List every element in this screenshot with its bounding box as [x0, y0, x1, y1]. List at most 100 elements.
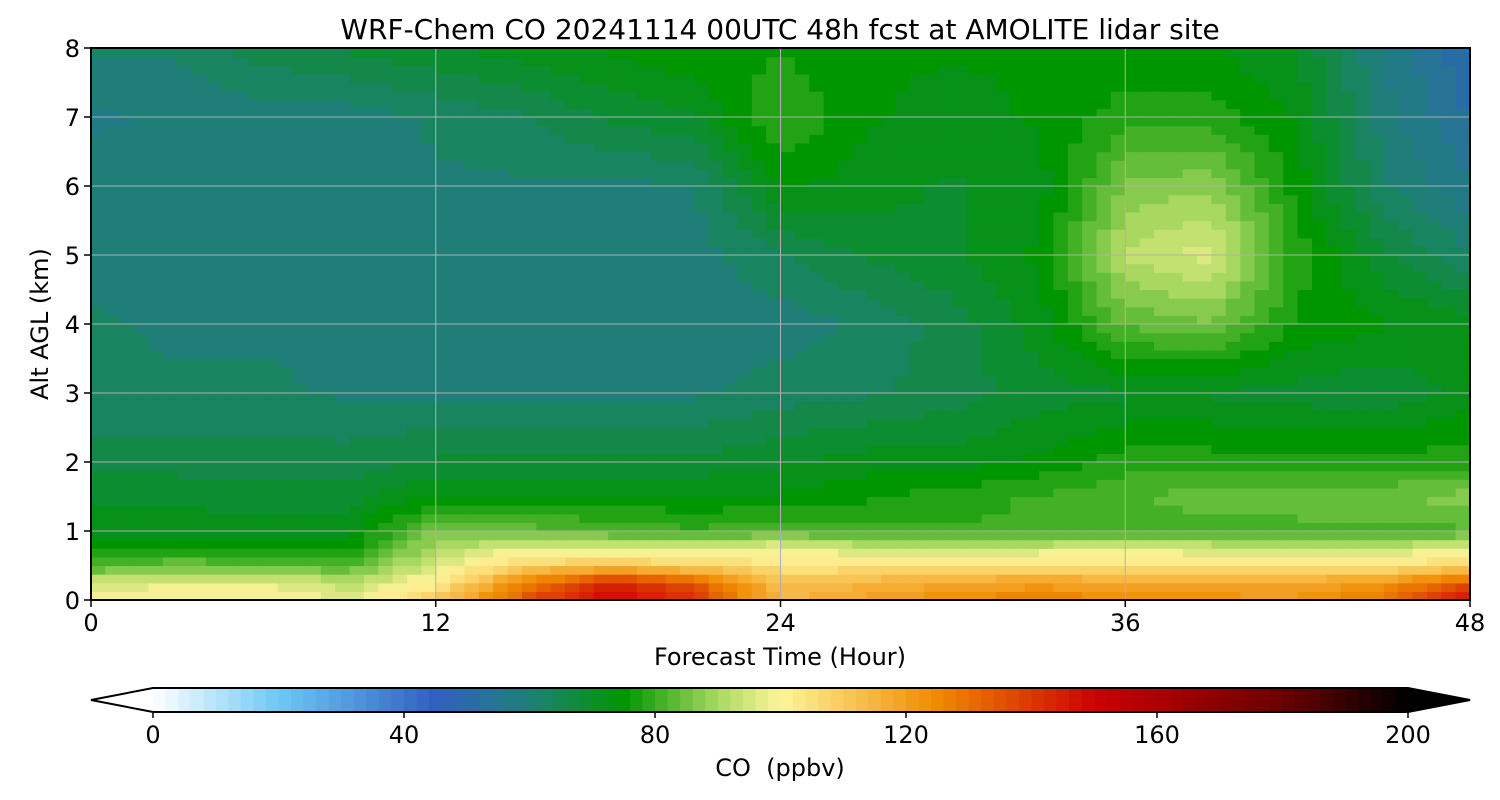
heatmap-cell [1383, 513, 1399, 523]
heatmap-cell [1369, 237, 1385, 247]
heatmap-cell [924, 487, 940, 498]
heatmap-cell [565, 358, 580, 368]
heatmap-cell [1297, 513, 1313, 523]
heatmap-cell [148, 229, 164, 239]
heatmap-cell [924, 462, 940, 472]
heatmap-cell [249, 298, 264, 308]
heatmap-cell [306, 160, 322, 170]
heatmap-cell [105, 151, 121, 161]
heatmap-cell [809, 186, 825, 196]
heatmap-cell [1254, 306, 1270, 316]
heatmap-cell [550, 298, 566, 308]
heatmap-cell [1398, 591, 1414, 600]
heatmap-cell [536, 496, 552, 506]
heatmap-cell [794, 418, 810, 429]
heatmap-cell [205, 306, 221, 316]
heatmap-cell [349, 401, 365, 411]
heatmap-cell [1398, 211, 1414, 222]
heatmap-cell [148, 462, 164, 472]
heatmap-cell [636, 298, 652, 308]
heatmap-cell [579, 229, 595, 239]
heatmap-cell [493, 453, 509, 463]
heatmap-cell [809, 211, 825, 222]
heatmap-cell [694, 280, 710, 291]
heatmap-cell [723, 479, 738, 489]
heatmap-cell [1355, 539, 1371, 549]
heatmap-cell [464, 246, 480, 256]
heatmap-cell [1426, 255, 1442, 265]
heatmap-cell [1153, 487, 1169, 498]
heatmap-cell [249, 220, 264, 230]
heatmap-cell [1010, 470, 1026, 480]
heatmap-cell [1139, 332, 1155, 342]
heatmap-cell [1268, 211, 1284, 222]
heatmap-cell [1211, 349, 1227, 360]
heatmap-cell [593, 332, 609, 342]
heatmap-cell [234, 332, 250, 342]
heatmap-cell [1225, 194, 1241, 204]
heatmap-cell [1082, 246, 1098, 256]
heatmap-cell [766, 582, 782, 592]
heatmap-cell [751, 375, 767, 385]
heatmap-cell [1211, 384, 1227, 394]
heatmap-cell [1211, 418, 1227, 429]
heatmap-cell [277, 263, 293, 273]
heatmap-cell [751, 211, 767, 222]
heatmap-cell [694, 341, 710, 351]
heatmap-cell [335, 177, 351, 187]
heatmap-cell [967, 444, 983, 454]
heatmap-cell [363, 358, 379, 368]
heatmap-cell [1297, 211, 1313, 222]
heatmap-cell [320, 306, 336, 316]
heatmap-cell [608, 565, 624, 575]
heatmap-cell [1426, 367, 1442, 377]
heatmap-cell [723, 280, 738, 291]
heatmap-cell [1441, 513, 1457, 523]
heatmap-cell [737, 410, 753, 420]
heatmap-cell [593, 522, 609, 532]
heatmap-cell [1110, 160, 1126, 170]
heatmap-cell [1326, 306, 1342, 316]
heatmap-cell [1383, 255, 1399, 265]
heatmap-cell [1254, 272, 1270, 282]
heatmap-cell [478, 160, 494, 170]
heatmap-cell [205, 393, 221, 403]
heatmap-cell [205, 487, 221, 498]
heatmap-cell [407, 591, 422, 600]
heatmap-cell [435, 470, 451, 480]
heatmap-cell [1067, 574, 1083, 584]
heatmap-cell [909, 401, 925, 411]
heatmap-cell [1369, 513, 1385, 523]
heatmap-cell [924, 539, 940, 549]
heatmap-cell [909, 410, 925, 420]
heatmap-cell [177, 358, 193, 368]
heatmap-cell [1053, 332, 1069, 342]
heatmap-cell [450, 531, 466, 541]
heatmap-cell [679, 246, 695, 256]
heatmap-cell [435, 177, 451, 187]
heatmap-cell [1024, 393, 1040, 403]
heatmap-cell [981, 160, 997, 170]
heatmap-cell [608, 194, 624, 204]
heatmap-cell [177, 427, 193, 437]
heatmap-cell [134, 367, 150, 377]
heatmap-cell [134, 565, 150, 575]
heatmap-cell [1211, 462, 1227, 472]
heatmap-cell [536, 591, 552, 600]
heatmap-cell [737, 539, 753, 549]
heatmap-cell [162, 410, 178, 420]
heatmap-cell [708, 418, 724, 429]
heatmap-cell [723, 556, 738, 567]
heatmap-cell [378, 332, 394, 342]
heatmap-cell [952, 186, 968, 196]
heatmap-cell [521, 358, 537, 368]
heatmap-cell [737, 565, 753, 575]
heatmap-cell [823, 531, 839, 541]
heatmap-cell [1426, 548, 1442, 558]
heatmap-cell [148, 151, 164, 161]
heatmap-cell [1039, 436, 1055, 446]
heatmap-cell [1283, 246, 1299, 256]
heatmap-cell [191, 358, 207, 368]
heatmap-cell [220, 237, 236, 247]
heatmap-cell [608, 203, 624, 213]
